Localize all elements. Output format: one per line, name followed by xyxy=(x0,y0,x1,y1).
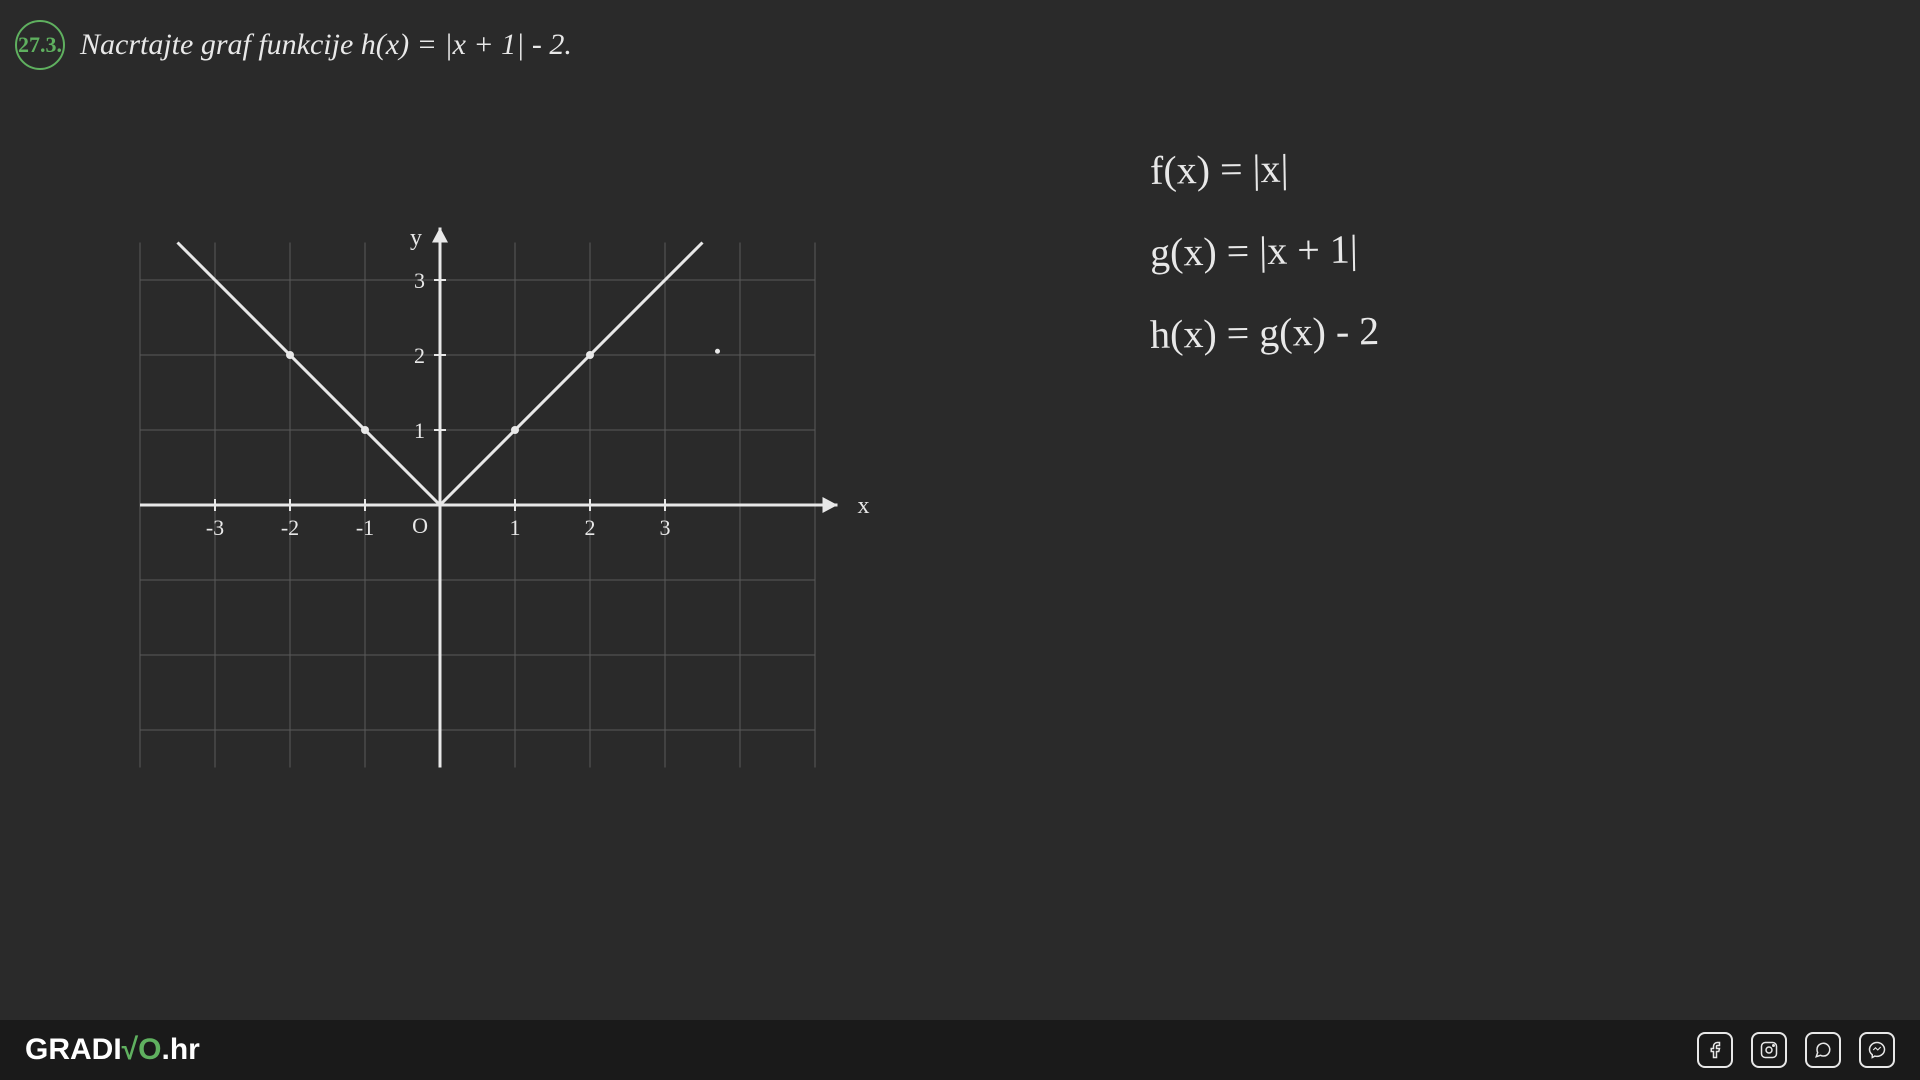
annotation-f: f(x) = |x| xyxy=(1150,143,1380,194)
function-graph: -3 -2 -1 1 2 3 1 2 3 Ox y xyxy=(120,130,870,830)
facebook-icon[interactable] xyxy=(1697,1032,1733,1068)
social-icons xyxy=(1697,1032,1895,1068)
main-content: -3 -2 -1 1 2 3 1 2 3 Ox y f(x) = |x| g(x) = |x + 1… xyxy=(0,0,1920,1020)
svg-text:-1: -1 xyxy=(356,515,374,540)
svg-text:y: y xyxy=(410,225,422,251)
svg-text:1: 1 xyxy=(414,418,425,443)
messenger-icon[interactable] xyxy=(1859,1032,1895,1068)
svg-text:3: 3 xyxy=(414,268,425,293)
annotation-g: g(x) = |x + 1| xyxy=(1150,225,1380,276)
instagram-icon[interactable] xyxy=(1751,1032,1787,1068)
annotation-h: h(x) = g(x) - 2 xyxy=(1150,307,1380,358)
svg-text:O: O xyxy=(412,513,428,538)
logo-text-1: GRADI xyxy=(25,1033,122,1066)
logo-text-2: .hr xyxy=(161,1033,199,1066)
svg-text:1: 1 xyxy=(510,515,521,540)
handwritten-annotations: f(x) = |x| g(x) = |x + 1| h(x) = g(x) - … xyxy=(1150,145,1379,391)
logo-sqrt: √O xyxy=(122,1033,162,1066)
svg-text:3: 3 xyxy=(660,515,671,540)
whatsapp-icon[interactable] xyxy=(1805,1032,1841,1068)
svg-text:x: x xyxy=(858,493,870,519)
svg-text:-3: -3 xyxy=(206,515,224,540)
svg-text:-2: -2 xyxy=(281,515,299,540)
graph-container: -3 -2 -1 1 2 3 1 2 3 Ox y xyxy=(120,130,870,830)
svg-text:2: 2 xyxy=(414,343,425,368)
footer: GRADI√O.hr xyxy=(0,1020,1920,1080)
svg-text:2: 2 xyxy=(585,515,596,540)
logo: GRADI√O.hr xyxy=(25,1033,200,1067)
